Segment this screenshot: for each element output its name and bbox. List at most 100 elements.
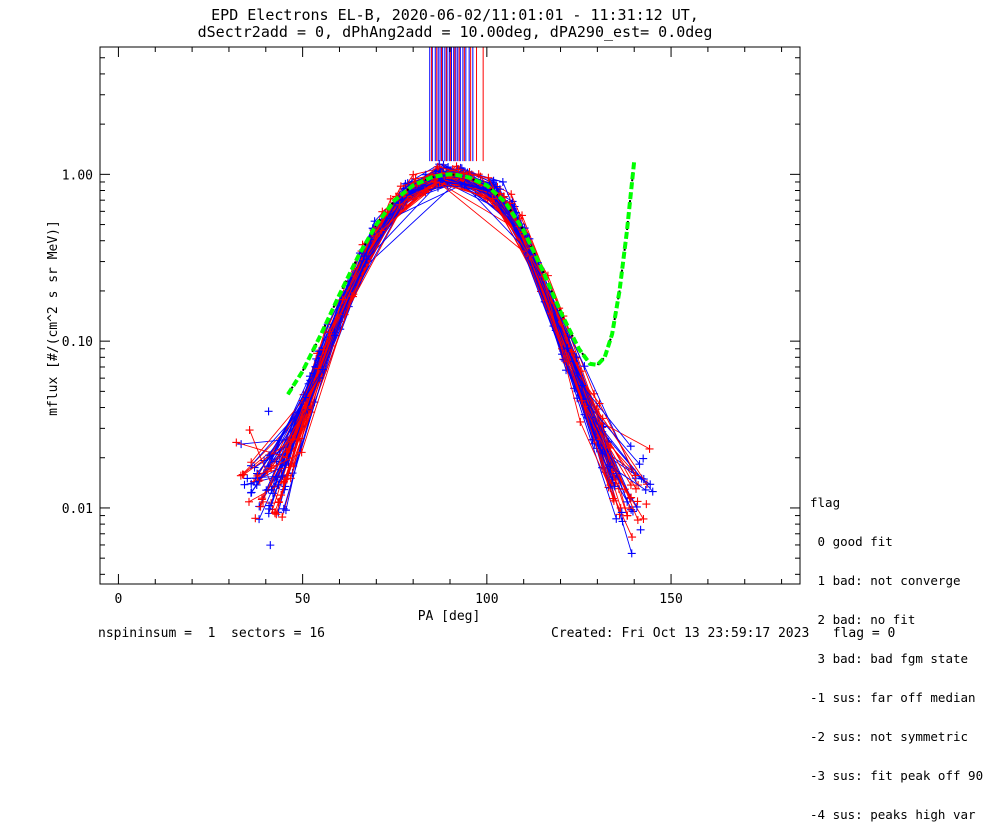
chart-title-line1: EPD Electrons EL-B, 2020-06-02/11:01:01 … [211, 6, 699, 24]
data-point [627, 549, 636, 558]
profile-line [295, 184, 632, 498]
profile-line [247, 178, 611, 489]
y-tick-label: 0.10 [62, 335, 93, 350]
y-tick-label: 0.01 [62, 502, 93, 517]
data-point [631, 471, 640, 480]
profile-line [270, 166, 628, 503]
data-point [395, 200, 404, 209]
data-point [256, 502, 265, 511]
data-point [318, 365, 327, 374]
data-point [628, 533, 637, 542]
data-point [338, 295, 347, 304]
legend-item: -1 sus: far off median [810, 690, 976, 705]
data-point [266, 541, 275, 550]
data-point [270, 509, 279, 518]
profile-line [250, 168, 637, 485]
profile-line [263, 176, 592, 474]
profile-line [260, 173, 639, 521]
data-point [633, 497, 642, 506]
data-point [646, 480, 655, 489]
axes: 0 50 100 150 0.01 0.10 1.00 [62, 46, 801, 607]
data-point [606, 443, 615, 452]
flag-legend: flag 0 good fit 1 bad: not converge 2 ba… [810, 470, 983, 834]
data-point [265, 501, 274, 510]
peak-markers [429, 47, 484, 162]
data-point [639, 454, 648, 463]
data-point [286, 474, 295, 483]
data-layer [232, 160, 657, 558]
data-point [247, 479, 256, 488]
chart-title-line2: dSectr2add = 0, dPhAng2add = 10.00deg, d… [197, 23, 713, 41]
x-tick-label: 0 [115, 592, 123, 607]
profile-line [265, 175, 605, 491]
data-point [319, 345, 328, 354]
data-point [250, 463, 259, 472]
data-point [265, 451, 274, 460]
data-point [460, 180, 469, 189]
data-point [633, 516, 642, 525]
data-point [625, 504, 634, 513]
fit-layer [286, 160, 637, 396]
data-point [642, 500, 651, 509]
data-point [588, 435, 597, 444]
data-point [252, 480, 261, 489]
data-point [288, 435, 297, 444]
data-point [641, 485, 650, 494]
profile-line [251, 181, 645, 493]
data-point [632, 484, 641, 493]
data-point [608, 494, 617, 503]
data-point [632, 502, 641, 511]
data-point [626, 481, 635, 490]
legend-item: 2 bad: no fit [810, 612, 916, 627]
data-point [240, 480, 249, 489]
fit-curve-core [287, 160, 636, 395]
data-point [372, 232, 381, 241]
data-point [645, 444, 654, 453]
legend-item: -3 sus: fit peak off 90 [810, 768, 984, 783]
legend-item: 0 good fit [810, 534, 893, 549]
data-point [617, 508, 626, 517]
data-point [576, 417, 585, 426]
profile-line [236, 168, 595, 459]
data-point [247, 458, 256, 467]
footer-info-right: Created: Fri Oct 13 23:59:17 2023 flag =… [551, 626, 896, 641]
data-point [262, 486, 271, 495]
x-tick-label: 100 [475, 592, 498, 607]
data-point [623, 497, 632, 506]
footer-info-left: nspininsum = 1 sectors = 16 [98, 626, 325, 641]
data-point [433, 162, 442, 171]
data-point [474, 170, 483, 179]
data-point [272, 510, 281, 519]
data-point [247, 488, 256, 497]
data-point [297, 448, 306, 457]
data-point [620, 485, 629, 494]
data-point [245, 497, 253, 506]
data-point [507, 190, 516, 199]
data-point [301, 393, 310, 402]
data-point [347, 292, 356, 301]
data-point [239, 470, 248, 479]
data-point [648, 487, 657, 496]
legend-item: -4 sus: peaks high var [810, 807, 976, 822]
data-point [580, 362, 589, 371]
data-point [578, 381, 587, 390]
data-point [612, 514, 621, 523]
data-point [253, 471, 262, 480]
data-point [635, 460, 644, 469]
data-point [396, 182, 405, 191]
data-point [279, 504, 288, 513]
data-point [492, 182, 501, 191]
fit-curve [286, 160, 637, 396]
profile-line [259, 173, 603, 481]
data-point [610, 482, 619, 491]
data-point [639, 514, 648, 523]
chart-plot: 0 50 100 150 0.01 0.10 1.00 PA [deg] mflux [#/… [46, 46, 801, 624]
legend-title: flag [810, 495, 841, 510]
data-point [488, 194, 497, 203]
data-point [626, 442, 635, 451]
profile-line [268, 180, 632, 456]
data-point [636, 525, 645, 534]
data-point [498, 177, 507, 186]
profile-line [268, 172, 603, 514]
data-point [362, 255, 371, 264]
